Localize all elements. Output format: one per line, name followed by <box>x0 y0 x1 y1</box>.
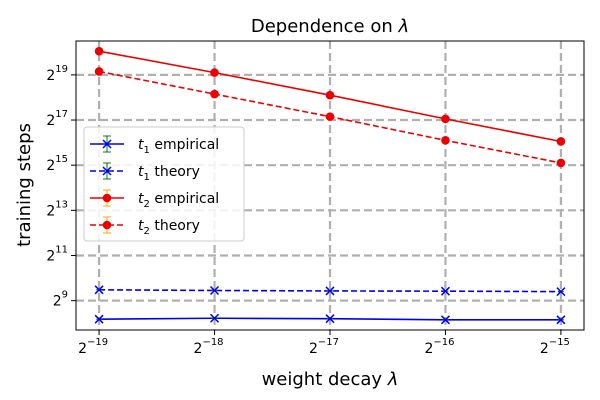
legend-item-2: t2 empirical <box>90 189 219 210</box>
series-1 <box>94 285 566 297</box>
point-1-2 <box>325 286 335 296</box>
point-2-4 <box>556 137 566 146</box>
legend-label-3: t2 theory <box>138 218 200 237</box>
point-2-1 <box>210 68 219 77</box>
series-layer <box>94 46 566 325</box>
y-tick-label-2: 213 <box>46 199 68 219</box>
legend-box <box>83 126 245 242</box>
legend-label-1: t1 theory <box>138 164 200 183</box>
point-2-3 <box>441 114 450 124</box>
legend-marker-1 <box>102 166 112 176</box>
legend-item-1: t1 theory <box>90 162 200 183</box>
x-ticks: 2−19 2−18 2−17 2−16 2−15 <box>78 330 570 357</box>
point-1-3 <box>440 286 450 296</box>
y-tick-label-4: 217 <box>46 109 68 129</box>
y-ticks: 29 211 213 215 217 219 <box>46 64 76 310</box>
point-1-1 <box>210 285 220 296</box>
legend-marker-2 <box>102 193 112 203</box>
x-tick-label-1: 2−18 <box>194 337 224 357</box>
point-3-0 <box>94 67 104 76</box>
point-0-3 <box>440 315 450 325</box>
legend-marker-0 <box>102 139 112 149</box>
point-3-2 <box>325 112 335 121</box>
chart-title: Dependence on λ <box>251 16 409 37</box>
legend-item-0: t1 empirical <box>90 135 219 156</box>
series-2 <box>94 46 566 146</box>
y-tick-label-3: 215 <box>46 154 68 174</box>
point-1-4 <box>556 287 566 297</box>
point-2-0 <box>94 46 104 56</box>
point-0-0 <box>94 314 104 324</box>
legend: t1 empirical t1 theory t2 empirical t2 theo… <box>83 126 245 242</box>
grid <box>76 41 584 330</box>
legend-label-0: t1 empirical <box>138 137 219 156</box>
point-3-1 <box>210 89 219 99</box>
point-0-2 <box>325 314 335 324</box>
y-axis-label: training steps <box>14 123 35 247</box>
legend-item-3: t2 theory <box>90 216 200 237</box>
x-axis-label: weight decay λ <box>262 369 399 390</box>
point-2-2 <box>325 90 335 100</box>
y-tick-label-1: 211 <box>46 244 68 264</box>
series-3 <box>94 67 566 168</box>
x-tick-label-2: 2−17 <box>309 337 339 357</box>
x-tick-label-0: 2−19 <box>78 337 108 357</box>
point-3-4 <box>556 158 566 168</box>
series-0 <box>94 313 566 325</box>
point-3-3 <box>441 136 450 145</box>
legend-label-2: t2 empirical <box>138 191 219 210</box>
point-1-0 <box>94 285 104 295</box>
y-tick-label-5: 219 <box>46 64 68 84</box>
point-0-4 <box>556 315 566 325</box>
point-0-1 <box>210 313 220 323</box>
y-tick-label-0: 29 <box>53 290 68 310</box>
x-tick-label-4: 2−15 <box>540 337 570 357</box>
x-tick-label-3: 2−16 <box>424 337 454 357</box>
legend-marker-3 <box>102 220 112 230</box>
